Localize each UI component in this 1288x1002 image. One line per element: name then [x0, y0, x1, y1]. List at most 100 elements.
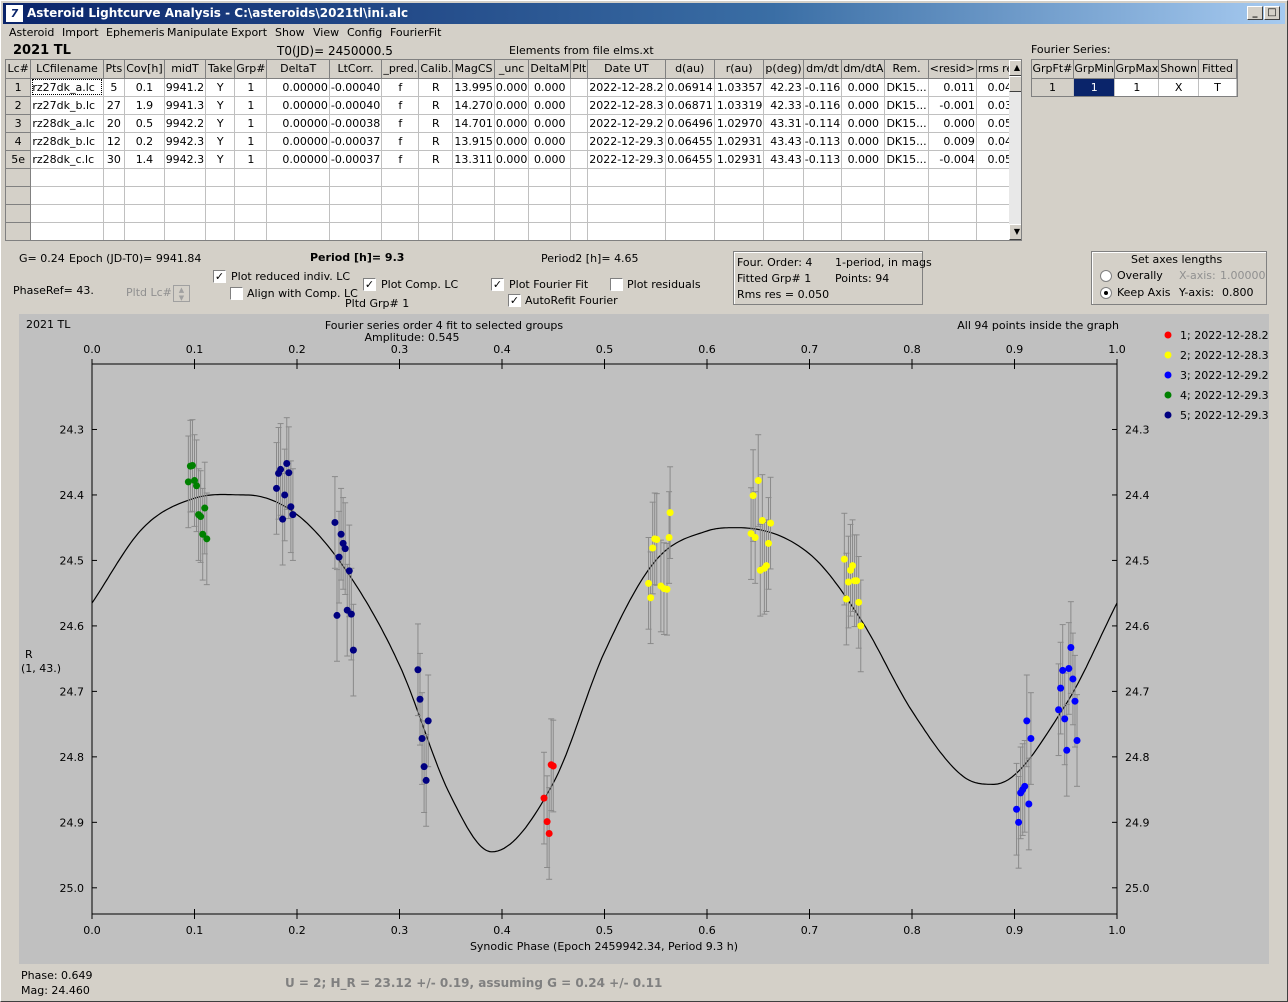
data-point[interactable]	[754, 477, 762, 485]
table-cell[interactable]: Y	[205, 150, 236, 169]
lc-col-header[interactable]: Plt	[570, 60, 589, 79]
table-cell[interactable]: 1.03357	[714, 78, 765, 97]
table-cell[interactable]	[528, 204, 572, 223]
table-cell[interactable]	[803, 222, 843, 240]
table-cell[interactable]: 14.701	[452, 114, 495, 133]
table-cell[interactable]	[452, 168, 495, 187]
data-point[interactable]	[199, 530, 207, 538]
lightcurve-plot[interactable]: 0.0 0.0 0.1 0.1 0.2 0.2 0.3 0.3 0.4 0.4 0.5 0.5 0.6 0…	[19, 314, 1269, 964]
table-cell[interactable]: Y	[205, 78, 236, 97]
table-cell[interactable]: 43.43	[763, 132, 804, 151]
table-cell[interactable]	[570, 114, 589, 133]
table-cell[interactable]	[763, 204, 804, 223]
table-cell[interactable]	[714, 222, 765, 240]
data-point[interactable]	[188, 461, 196, 469]
data-point[interactable]	[279, 515, 287, 523]
table-cell[interactable]: 0.000	[841, 150, 886, 169]
table-cell[interactable]: DK15...	[884, 150, 929, 169]
table-cell[interactable]: 0.06914	[665, 78, 715, 97]
table-cell[interactable]	[381, 186, 420, 205]
table-cell[interactable]	[714, 204, 765, 223]
table-cell[interactable]	[841, 204, 886, 223]
table-cell[interactable]: DK15...	[884, 96, 929, 115]
data-point[interactable]	[540, 794, 548, 802]
table-cell[interactable]	[418, 204, 454, 223]
table-cell[interactable]	[103, 222, 126, 240]
table-cell[interactable]	[381, 168, 420, 187]
table-cell[interactable]: 27	[103, 96, 126, 115]
table-cell[interactable]: 0.009	[928, 132, 977, 151]
table-cell[interactable]: 1.9	[124, 96, 165, 115]
data-point[interactable]	[767, 519, 775, 527]
table-cell[interactable]: -0.001	[928, 96, 977, 115]
data-point[interactable]	[335, 553, 343, 561]
scroll-down-arrow-icon[interactable]: ▼	[1009, 224, 1021, 240]
table-cell[interactable]	[103, 204, 126, 223]
fourier-series-table[interactable]: GrpFt# GrpMin GrpMax Shown Fitted 1 1 1 …	[1031, 59, 1238, 97]
data-point[interactable]	[422, 776, 430, 784]
table-cell[interactable]: 0.011	[928, 78, 977, 97]
data-point[interactable]	[653, 535, 661, 543]
table-cell[interactable]: DK15...	[884, 78, 929, 97]
table-cell[interactable]: R	[418, 78, 454, 97]
table-cell[interactable]: f	[381, 78, 420, 97]
table-cell[interactable]	[587, 204, 666, 223]
table-cell[interactable]: 9941.2	[164, 78, 207, 97]
table-cell[interactable]	[587, 186, 666, 205]
data-point[interactable]	[331, 518, 339, 526]
data-point[interactable]	[765, 539, 772, 547]
x-axis-value[interactable]: 1.00000	[1220, 269, 1266, 282]
table-cell[interactable]	[30, 168, 104, 187]
table-cell[interactable]	[665, 204, 715, 223]
table-cell[interactable]	[570, 222, 589, 240]
data-point[interactable]	[1055, 706, 1063, 714]
lightcurve-table[interactable]: Lc# LCfilename Pts Cov[h] midT Take Grp# DeltaT…	[5, 59, 1022, 241]
table-scrollbar[interactable]: ▲ ▼	[1009, 60, 1021, 240]
table-row[interactable]: 4 rz28dk_b.lc 12 0.2 9942.3 Y 1 0.00000 -0.00037…	[6, 132, 1021, 151]
data-point[interactable]	[1063, 746, 1071, 754]
table-cell[interactable]: 0.00000	[266, 114, 330, 133]
plot-fourier-label[interactable]: Plot Fourier Fit	[509, 278, 589, 291]
table-cell[interactable]	[763, 186, 804, 205]
table-cell[interactable]	[234, 204, 268, 223]
table-row[interactable]: 3 rz28dk_a.lc 20 0.5 9942.2 Y 1 0.00000 -0.00038…	[6, 114, 1021, 133]
data-point[interactable]	[758, 516, 766, 524]
table-cell[interactable]: f	[381, 132, 420, 151]
table-row[interactable]	[6, 222, 1021, 240]
lc-col-header[interactable]: Grp#	[234, 60, 268, 79]
table-cell[interactable]	[803, 168, 843, 187]
data-point[interactable]	[333, 611, 341, 619]
table-cell[interactable]	[928, 168, 977, 187]
data-point[interactable]	[849, 562, 857, 570]
data-point[interactable]	[1027, 735, 1035, 743]
table-cell[interactable]: 2022-12-29.3	[587, 132, 666, 151]
menu-manipulate[interactable]: Manipulate	[167, 26, 229, 39]
menu-fourierfit[interactable]: FourierFit	[390, 26, 442, 39]
table-cell[interactable]: 0.00000	[266, 132, 330, 151]
data-point[interactable]	[857, 622, 865, 630]
data-point[interactable]	[855, 598, 863, 606]
table-cell[interactable]	[714, 168, 765, 187]
plot-reduced-checkbox[interactable]: ✓	[213, 270, 226, 283]
table-cell[interactable]	[763, 168, 804, 187]
data-point[interactable]	[1067, 644, 1075, 652]
keep-axis-radio[interactable]	[1100, 287, 1112, 299]
data-point[interactable]	[545, 829, 553, 837]
data-point[interactable]	[424, 717, 432, 725]
table-cell[interactable]: 42.23	[763, 78, 804, 97]
table-cell[interactable]	[266, 222, 330, 240]
table-cell[interactable]	[665, 222, 715, 240]
table-cell[interactable]	[381, 222, 420, 240]
data-point[interactable]	[339, 539, 347, 547]
table-cell[interactable]: DK15...	[884, 132, 929, 151]
table-cell[interactable]: 0.000	[528, 132, 572, 151]
table-cell[interactable]: 1.02970	[714, 114, 765, 133]
data-point[interactable]	[416, 695, 424, 703]
table-cell[interactable]: -0.00040	[329, 96, 383, 115]
lc-col-header[interactable]: Cov[h]	[124, 60, 165, 79]
table-cell[interactable]: 20	[103, 114, 126, 133]
data-point[interactable]	[649, 544, 657, 552]
data-point[interactable]	[762, 562, 770, 570]
table-cell[interactable]: 9942.3	[164, 132, 207, 151]
data-point[interactable]	[645, 579, 653, 587]
